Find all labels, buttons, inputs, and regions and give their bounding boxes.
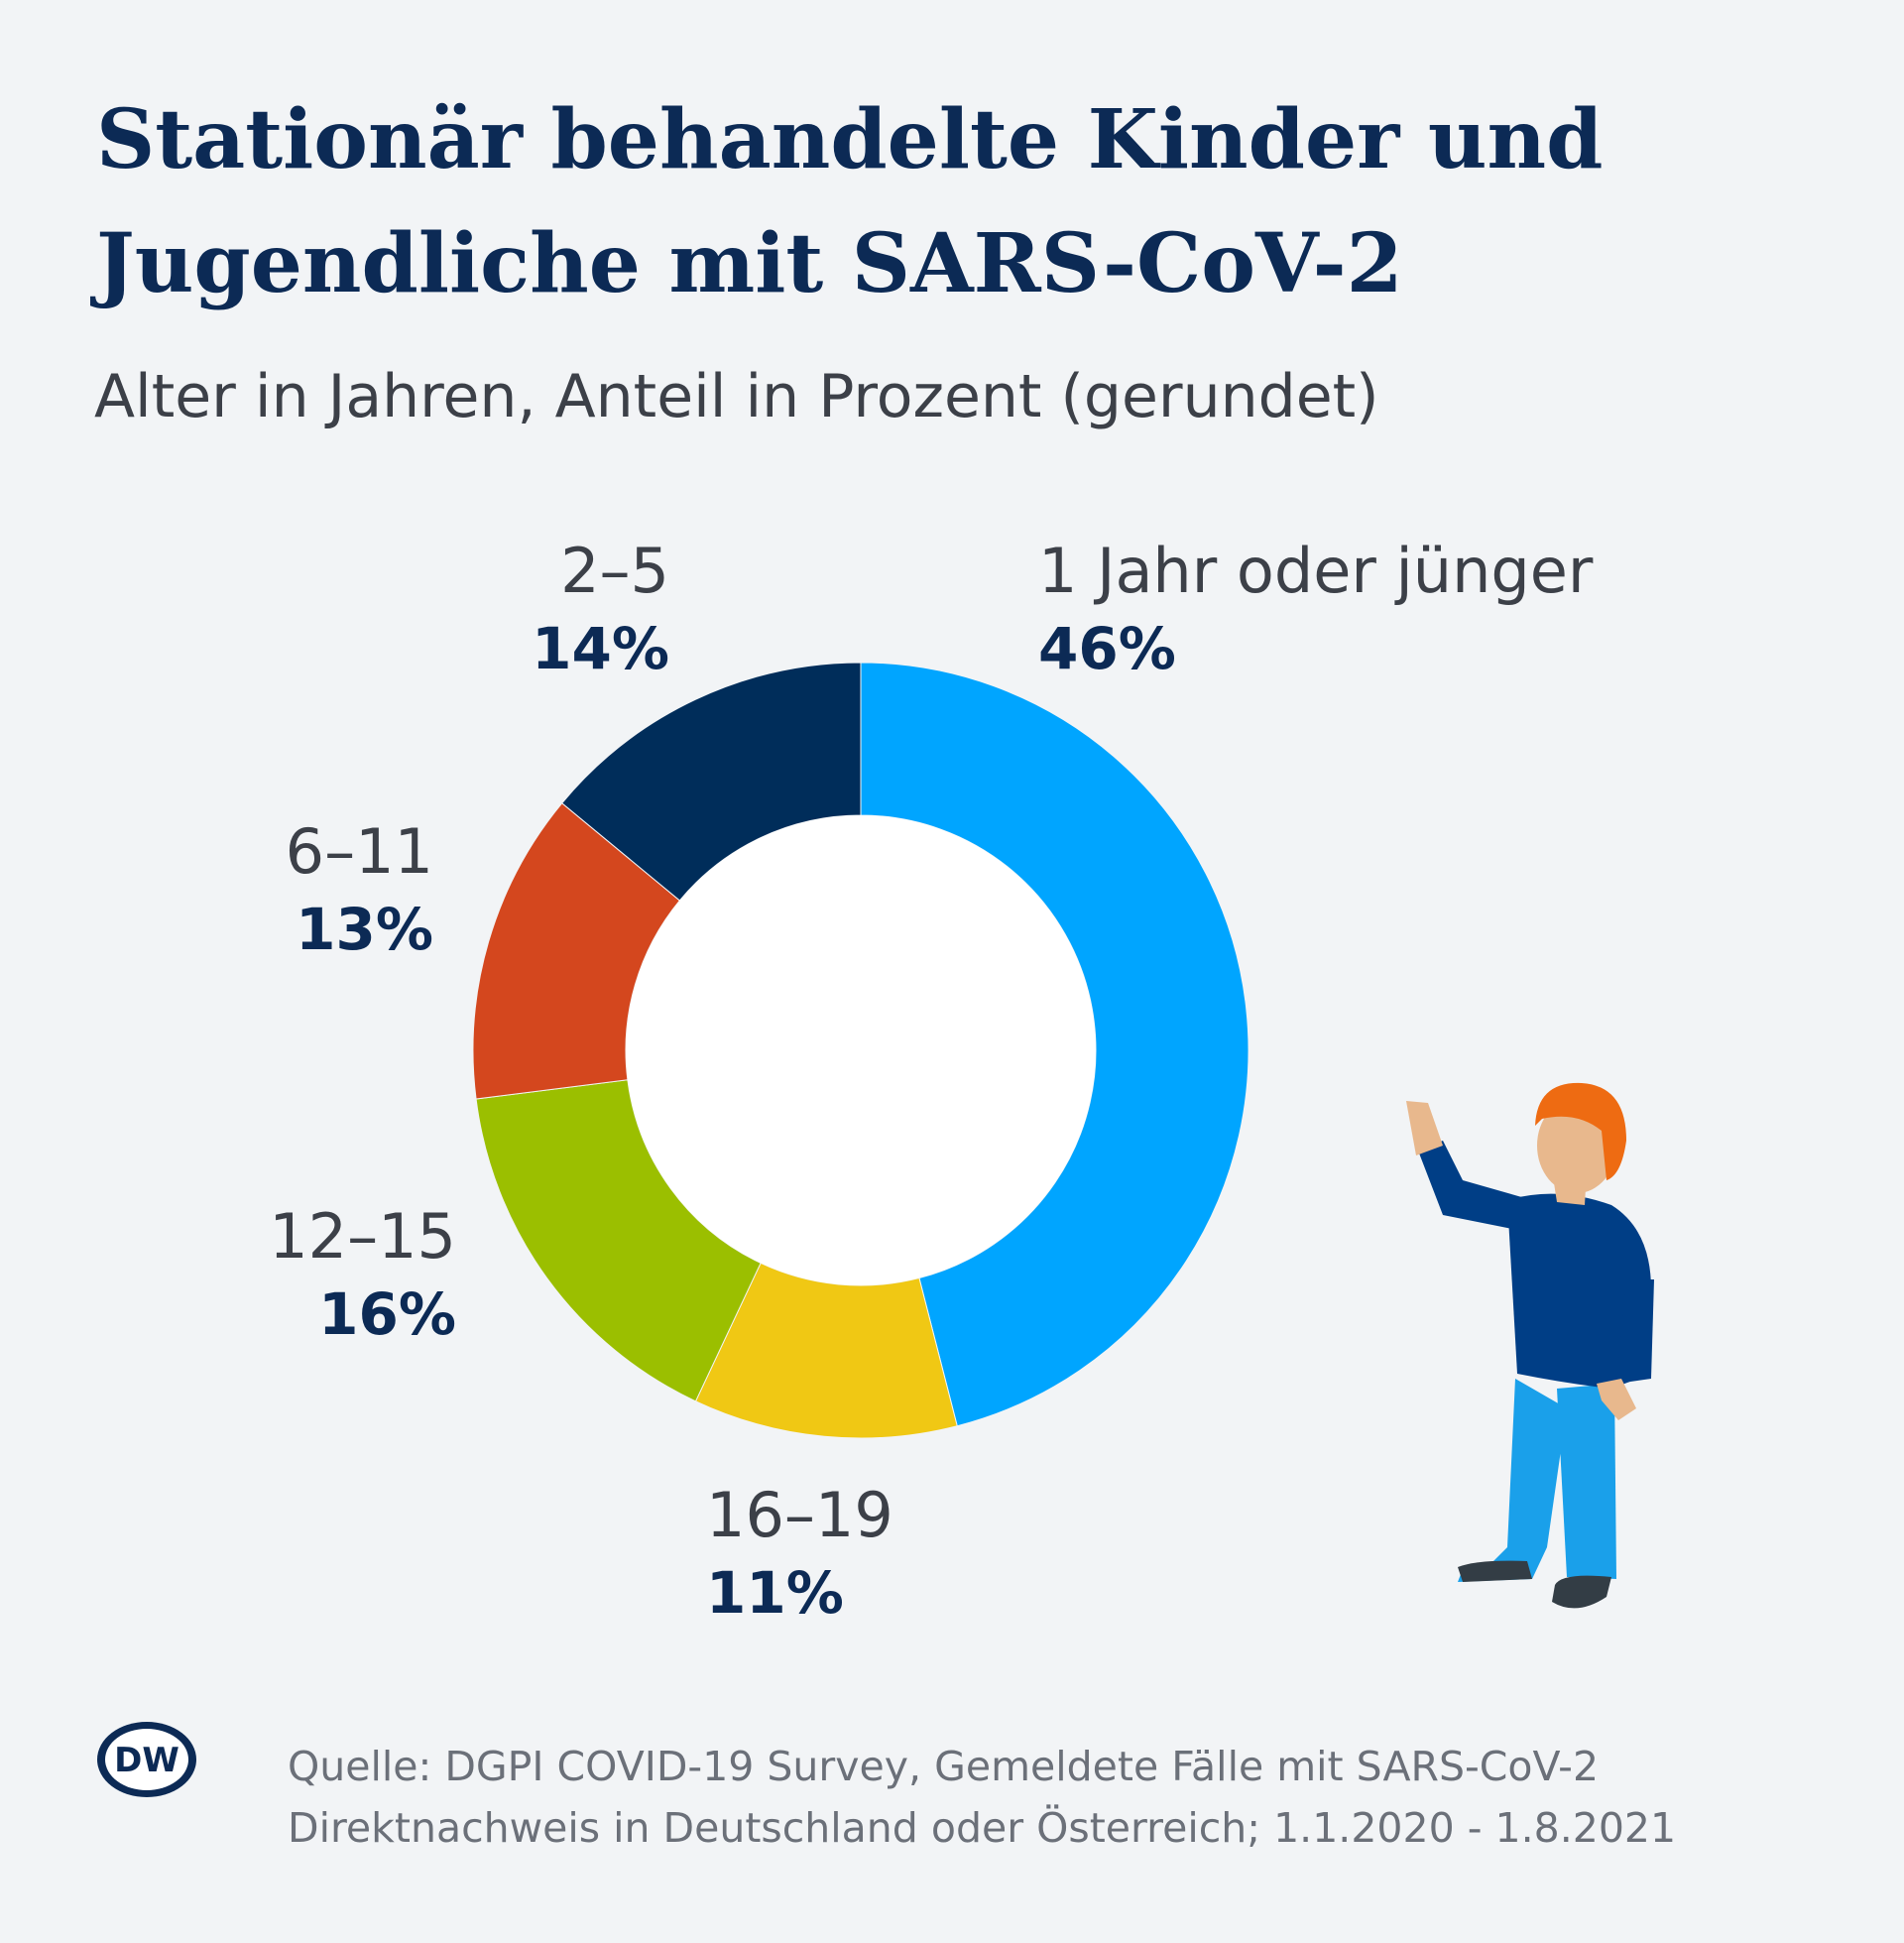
- source: Direktnachweis in Deutschland oder Öster…: [288, 1804, 1676, 1852]
- donut: [472, 662, 1250, 1439]
- category-label: 12–15: [269, 1200, 456, 1273]
- logo: DW: [114, 1741, 179, 1780]
- category-label: 2–5: [560, 535, 669, 607]
- chart-title: Stationär behandelte Kinder und: [96, 92, 1603, 187]
- chart-subtitle: Alter in Jahren, Anteil in Prozent (geru…: [94, 362, 1379, 431]
- category-label: 16–19: [706, 1479, 893, 1551]
- chart-title: Jugendliche mit SARS-CoV-2: [90, 216, 1403, 311]
- value-label: 11%: [706, 1559, 844, 1627]
- category-label: 1 Jahr oder jünger: [1038, 535, 1594, 607]
- logo-inner: [105, 1729, 188, 1790]
- illustration: [1406, 1082, 1654, 1609]
- labels: 1 Jahr oder jünger 46% 16–19 11% 12–15 16% 6–1…: [269, 535, 1594, 1627]
- donut-hole: [626, 815, 1096, 1285]
- value-label: 13%: [296, 896, 433, 963]
- value-label: 46%: [1038, 615, 1176, 682]
- category-label: 6–11: [286, 815, 433, 888]
- value-label: 14%: [532, 615, 669, 682]
- source: Quelle: DGPI COVID-19 Survey, Gemeldete …: [288, 1743, 1599, 1790]
- value-label: 16%: [318, 1280, 456, 1348]
